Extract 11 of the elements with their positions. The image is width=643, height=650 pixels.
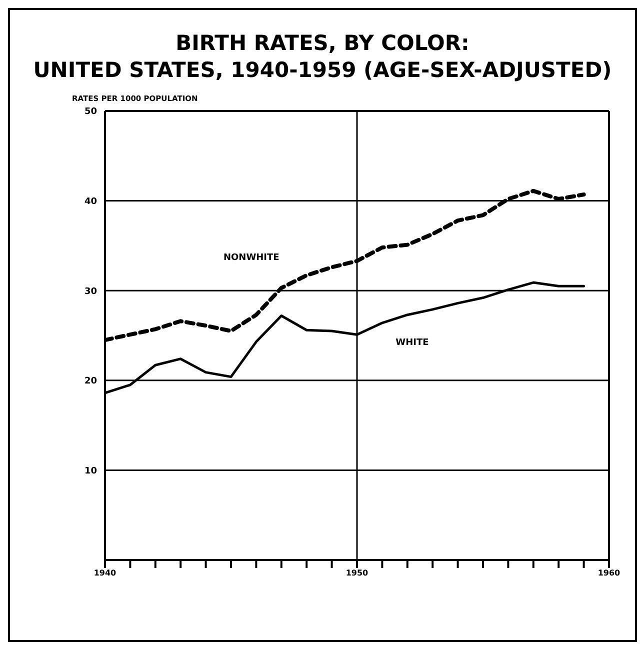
y-tick-label: 40 — [84, 196, 97, 207]
x-tick-label: 1960 — [598, 568, 621, 578]
y-tick-label: 10 — [84, 466, 97, 476]
chart-title: BIRTH RATES, BY COLOR: UNITED STATES, 1940-1959 (AGE-SEX-ADJUSTED) — [32, 30, 613, 84]
y-tick-label: 50 — [84, 107, 97, 118]
text: NONWHITE — [223, 252, 280, 263]
x-tick-label: 1950 — [346, 568, 369, 578]
y-tick-label: 20 — [84, 376, 97, 387]
text: WHITE — [396, 338, 429, 348]
y-tick-label: 30 — [84, 286, 97, 297]
x-tick-label: 1940 — [94, 568, 117, 578]
